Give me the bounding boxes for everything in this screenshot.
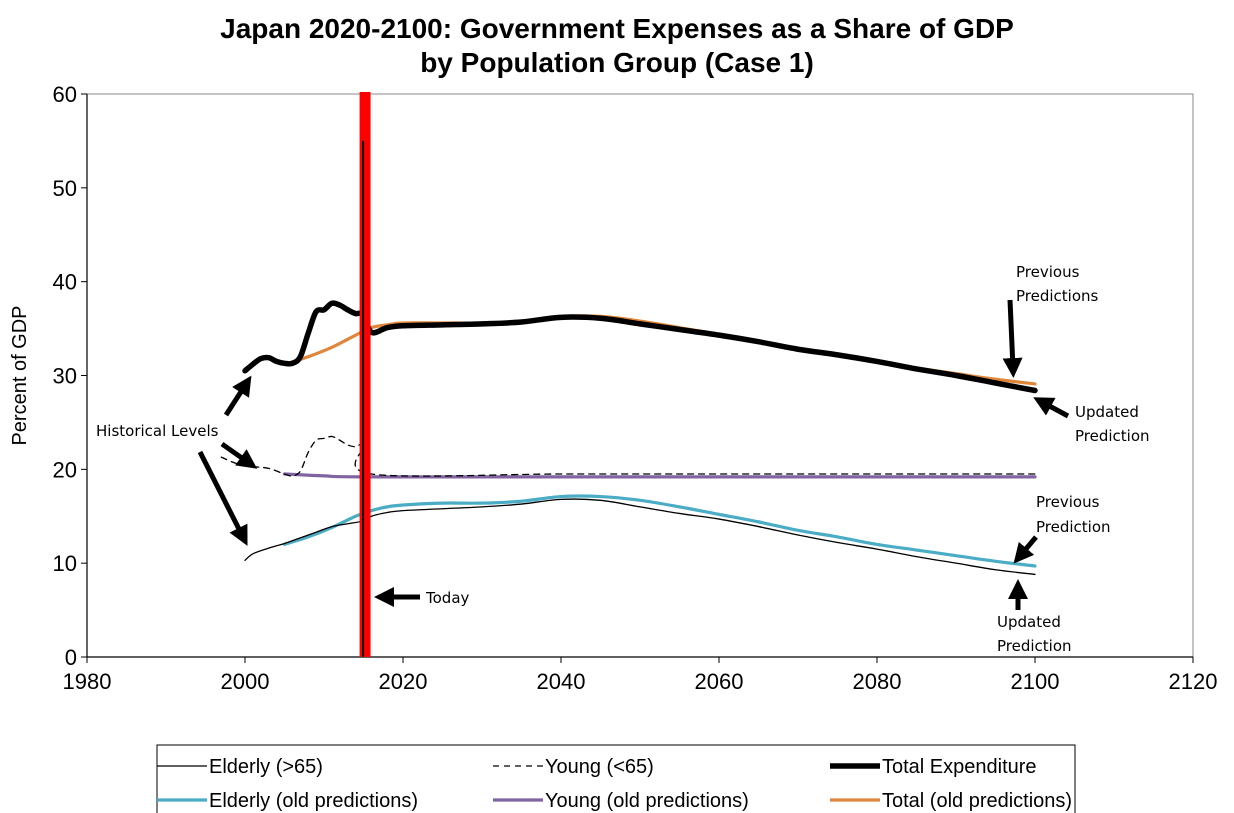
- series-line-2: [242, 300, 1038, 394]
- annotation-arrow: [220, 441, 258, 469]
- x-tick-label: 2060: [695, 669, 744, 694]
- annotations: Historical Levels Previous Predictions Upda…: [96, 263, 1150, 655]
- plot-area: [86, 93, 1194, 658]
- annotation-historical-levels: Historical Levels: [96, 422, 219, 440]
- x-tick-label: 2100: [1011, 669, 1060, 694]
- y-tick-label: 20: [53, 457, 77, 482]
- annotation-arrow: [223, 375, 252, 417]
- annotation-updated-prediction: Updated: [997, 613, 1061, 631]
- legend-label: Elderly (>65): [209, 756, 323, 778]
- x-tick-label: 2080: [853, 669, 902, 694]
- legend: Elderly (>65) Young (<65) Total Expenditur…: [156, 744, 1076, 813]
- x-tick-label: 2000: [221, 669, 270, 694]
- annotation-updated-prediction: Updated: [1075, 403, 1139, 421]
- series-line-1: [220, 435, 1036, 477]
- x-tick-label: 2040: [537, 669, 586, 694]
- annotation-arrow: [1013, 535, 1038, 564]
- chart-title: Japan 2020-2100: Government Expenses as …: [220, 13, 1014, 78]
- y-tick-label: 50: [53, 176, 77, 201]
- y-tick-label: 40: [53, 270, 77, 295]
- annotation-arrow: [197, 450, 248, 546]
- annotation-arrow: [1033, 397, 1070, 419]
- annotation-arrow: [1002, 299, 1023, 378]
- series-line-0: [244, 498, 1036, 576]
- series-lines: [220, 300, 1038, 576]
- legend-label: Total (old predictions): [882, 790, 1072, 812]
- legend-box: [156, 744, 1076, 813]
- series-line-3: [282, 494, 1037, 568]
- x-tick-label: 2020: [379, 669, 428, 694]
- y-axis-label: Percent of GDP: [9, 305, 31, 445]
- y-tick-label: 10: [53, 551, 77, 576]
- x-tick-label: 1980: [63, 669, 112, 694]
- legend-label: Elderly (old predictions): [209, 790, 418, 812]
- annotation-today: Today: [425, 589, 470, 607]
- plot-border: [86, 93, 1194, 658]
- series-line-4: [282, 472, 1037, 479]
- annotation-previous-predictions: Previous: [1016, 263, 1080, 281]
- x-tick-label: 2120: [1169, 669, 1218, 694]
- chart-title-line-2: by Population Group (Case 1): [420, 47, 814, 78]
- annotation-previous-prediction: Previous: [1036, 493, 1100, 511]
- chart-title-line-1: Japan 2020-2100: Government Expenses as …: [220, 13, 1014, 44]
- y-tick-label: 60: [53, 82, 77, 107]
- legend-label: Total Expenditure: [882, 756, 1037, 778]
- legend-label: Young (old predictions): [545, 790, 749, 812]
- today-marker: [359, 92, 371, 657]
- annotation-updated-prediction: Prediction: [1075, 427, 1150, 445]
- axes: 0 10 20 30 40 50 60 1980 2000 2020 2040 2060 2080 210…: [9, 82, 1217, 694]
- annotation-previous-predictions: Predictions: [1016, 287, 1099, 305]
- annotation-previous-prediction: Prediction: [1036, 518, 1111, 536]
- y-tick-label: 30: [53, 364, 77, 389]
- annotation-updated-prediction: Prediction: [997, 637, 1072, 655]
- y-tick-label: 0: [65, 645, 77, 670]
- legend-label: Young (<65): [545, 756, 654, 778]
